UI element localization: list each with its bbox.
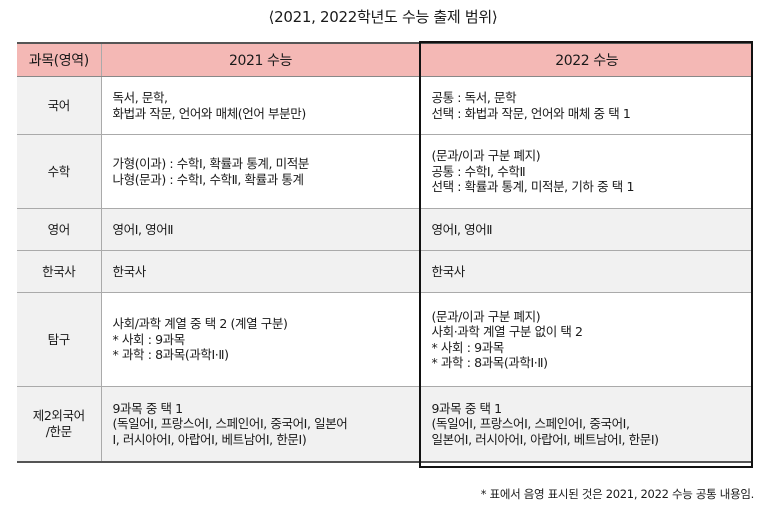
exam-scope-table: 과목(영역) 2021 수능 2022 수능 국어 독서, 문학, 화법과 작문… bbox=[17, 42, 753, 463]
scope-2021-cell: 독서, 문학, 화법과 작문, 언어와 매체(언어 부분만) bbox=[100, 76, 421, 135]
subject-cell: 국어 bbox=[17, 76, 102, 135]
scope-2022-cell: (문과/이과 구분 폐지) 공통 : 수학Ⅰ, 수학Ⅱ 선택 : 확률과 통계,… bbox=[419, 134, 753, 209]
table-header-row: 과목(영역) 2021 수능 2022 수능 bbox=[17, 42, 753, 77]
scope-2021-cell: 가형(이과) : 수학Ⅰ, 확률과 통계, 미적분 나형(문과) : 수학Ⅰ, … bbox=[100, 134, 421, 209]
subject-cell: 한국사 bbox=[17, 250, 102, 293]
table-row: 제2외국어 /한문 9과목 중 택 1 (독일어Ⅰ, 프랑스어Ⅰ, 스페인어Ⅰ,… bbox=[17, 386, 753, 463]
table-row: 수학 가형(이과) : 수학Ⅰ, 확률과 통계, 미적분 나형(문과) : 수학… bbox=[17, 134, 753, 209]
table-row: 한국사 한국사 한국사 bbox=[17, 250, 753, 293]
header-subject: 과목(영역) bbox=[17, 42, 102, 77]
scope-2021-cell: 사회/과학 계열 중 택 2 (계열 구분) * 사회 : 9과목 * 과학 :… bbox=[100, 292, 421, 387]
header-2022: 2022 수능 bbox=[419, 42, 753, 77]
table-row: 국어 독서, 문학, 화법과 작문, 언어와 매체(언어 부분만) 공통 : 독… bbox=[17, 76, 753, 135]
document-title: ⟨2021, 2022학년도 수능 출제 범위⟩ bbox=[268, 8, 498, 26]
subject-cell: 제2외국어 /한문 bbox=[17, 386, 102, 463]
footnote: * 표에서 음영 표시된 것은 2021, 2022 수능 공통 내용임. bbox=[480, 487, 755, 501]
scope-2022-cell: 9과목 중 택 1 (독일어Ⅰ, 프랑스어Ⅰ, 스페인어Ⅰ, 중국어Ⅰ, 일본어… bbox=[419, 386, 753, 463]
subject-cell: 수학 bbox=[17, 134, 102, 209]
table-row: 영어 영어Ⅰ, 영어Ⅱ 영어Ⅰ, 영어Ⅱ bbox=[17, 208, 753, 251]
scope-2021-cell: 9과목 중 택 1 (독일어Ⅰ, 프랑스어Ⅰ, 스페인어Ⅰ, 중국어Ⅰ, 일본어… bbox=[100, 386, 421, 463]
scope-2021-cell: 영어Ⅰ, 영어Ⅱ bbox=[100, 208, 421, 251]
table-row: 탐구 사회/과학 계열 중 택 2 (계열 구분) * 사회 : 9과목 * 과… bbox=[17, 292, 753, 387]
scope-2022-cell: 영어Ⅰ, 영어Ⅱ bbox=[419, 208, 753, 251]
header-2021: 2021 수능 bbox=[100, 42, 421, 77]
subject-cell: 영어 bbox=[17, 208, 102, 251]
scope-2022-cell: 한국사 bbox=[419, 250, 753, 293]
scope-2022-cell: 공통 : 독서, 문학 선택 : 화법과 작문, 언어와 매체 중 택 1 bbox=[419, 76, 753, 135]
scope-2022-cell: (문과/이과 구분 폐지) 사회·과학 계열 구분 없이 택 2 * 사회 : … bbox=[419, 292, 753, 387]
scope-2021-cell: 한국사 bbox=[100, 250, 421, 293]
subject-cell: 탐구 bbox=[17, 292, 102, 387]
